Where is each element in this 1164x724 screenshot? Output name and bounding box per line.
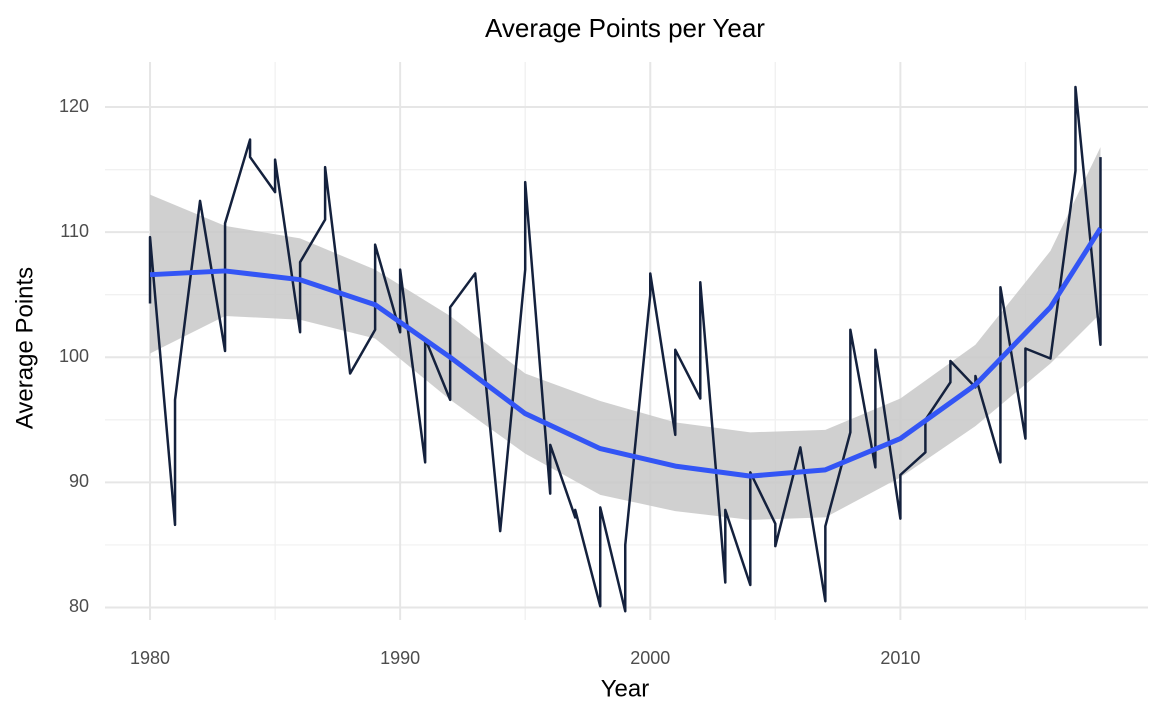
y-tick-label: 120 bbox=[59, 96, 89, 116]
y-tick-label: 110 bbox=[60, 221, 89, 241]
y-tick-label: 90 bbox=[69, 471, 89, 491]
x-tick-label: 1980 bbox=[130, 648, 170, 668]
smooth-line bbox=[149, 227, 1103, 479]
y-tick-label: 100 bbox=[59, 346, 89, 366]
chart-title: Average Points per Year bbox=[485, 13, 765, 43]
x-tick-label: 2010 bbox=[880, 648, 920, 668]
x-axis-label: Year bbox=[601, 675, 650, 702]
y-axis-label: Average Points bbox=[11, 267, 38, 429]
x-tick-label: 1990 bbox=[380, 648, 420, 668]
y-tick-label: 80 bbox=[69, 596, 89, 616]
x-tick-label: 2000 bbox=[630, 648, 670, 668]
data-line bbox=[148, 85, 1102, 613]
confidence-band bbox=[150, 147, 1101, 520]
